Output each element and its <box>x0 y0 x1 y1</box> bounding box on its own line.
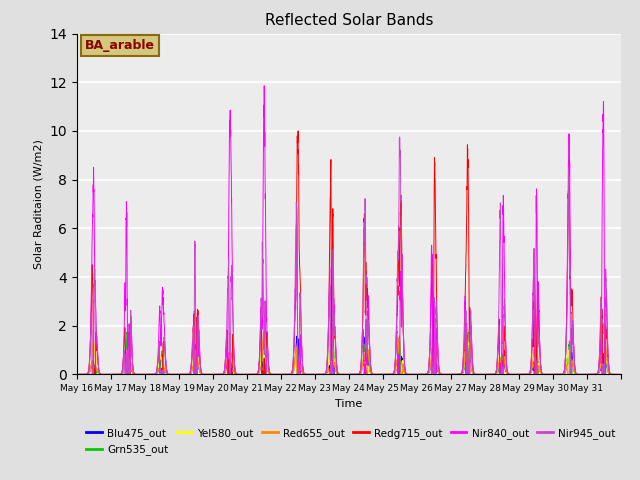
Text: BA_arable: BA_arable <box>85 39 155 52</box>
Title: Reflected Solar Bands: Reflected Solar Bands <box>264 13 433 28</box>
X-axis label: Time: Time <box>335 399 362 408</box>
Y-axis label: Solar Raditaion (W/m2): Solar Raditaion (W/m2) <box>34 139 44 269</box>
Legend: Blu475_out, Grn535_out, Yel580_out, Red655_out, Redg715_out, Nir840_out, Nir945_: Blu475_out, Grn535_out, Yel580_out, Red6… <box>82 424 620 459</box>
